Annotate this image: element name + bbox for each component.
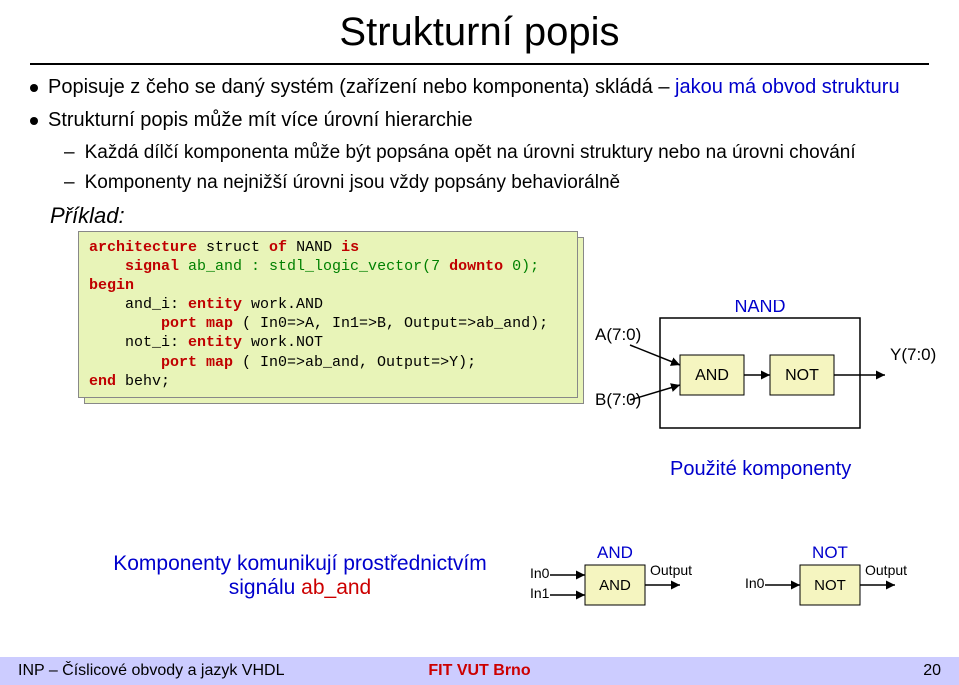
code-text: and_i: xyxy=(89,296,188,313)
code-text xyxy=(89,315,161,332)
bullet-1-text: Popisuje z čeho se daný systém (zařízení… xyxy=(48,75,900,100)
bullet-2: Strukturní popis může mít více úrovní hi… xyxy=(30,108,929,133)
and-in1-label: In1 xyxy=(530,585,550,601)
example-label: Příklad: xyxy=(50,203,929,229)
bullet-2b-text: Komponenty na nejnižší úrovni jsou vždy … xyxy=(85,171,621,195)
kw: downto xyxy=(449,258,503,275)
bullet-1-blue: jakou má obvod strukturu xyxy=(675,76,900,98)
code-text: ab_and : stdl_logic_vector(7 xyxy=(179,258,449,275)
dash-icon: – xyxy=(64,171,75,195)
code-text: work.NOT xyxy=(242,334,323,351)
slide-title: Strukturní popis xyxy=(0,0,959,55)
footer: INP – Číslicové obvody a jazyk VHDL FIT … xyxy=(0,657,959,685)
comm-line1: Komponenty komunikují prostřednictvím xyxy=(113,552,487,575)
code-text: work.AND xyxy=(242,296,323,313)
code-text: NAND xyxy=(287,239,341,256)
bullet-2b: – Komponenty na nejnižší úrovni jsou vžd… xyxy=(64,171,929,195)
communication-text: Komponenty komunikují prostřednictvím si… xyxy=(100,552,500,600)
and-in0-label: In0 xyxy=(530,565,550,581)
code-block: architecture struct of NAND is signal ab… xyxy=(78,231,578,399)
kw: entity xyxy=(188,296,242,313)
code-text: behv; xyxy=(116,373,170,390)
footer-right: 20 xyxy=(633,662,959,680)
bullet-1: Popisuje z čeho se daný systém (zařízení… xyxy=(30,75,929,100)
kw: entity xyxy=(188,334,242,351)
code-text: struct xyxy=(197,239,269,256)
code-box: architecture struct of NAND is signal ab… xyxy=(78,231,578,399)
kw: begin xyxy=(89,277,134,294)
kw: end xyxy=(89,373,116,390)
bullet-dot-icon xyxy=(30,117,38,125)
used-components-label: Použité komponenty xyxy=(670,458,851,480)
bullet-2a: – Každá dílčí komponenta může být popsán… xyxy=(64,141,929,165)
not-in0-label: In0 xyxy=(745,575,765,591)
code-text: 0); xyxy=(503,258,539,275)
comm-line2b: ab_and xyxy=(301,576,371,599)
diagram-svg: NAND AND NOT A(7:0) B(7:0) Y(7:0) Použit… xyxy=(590,300,940,530)
code-text: ( In0=>A, In1=>B, Output=>ab_and); xyxy=(233,315,548,332)
not-comp-label: NOT xyxy=(814,577,846,594)
a-arrow xyxy=(630,345,680,365)
footer-left: INP – Číslicové obvody a jazyk VHDL xyxy=(0,662,326,680)
footer-center: FIT VUT Brno xyxy=(326,662,634,680)
code-text xyxy=(89,258,125,275)
kw: signal xyxy=(125,258,179,275)
and-comp-label: AND xyxy=(599,577,631,594)
components-svg: AND AND In0 In1 Output NOT NOT In0 Outpu… xyxy=(530,540,950,630)
bullet-2a-text: Každá dílčí komponenta může být popsána … xyxy=(85,141,856,165)
slide: Strukturní popis Popisuje z čeho se daný… xyxy=(0,0,959,685)
code-text: not_i: xyxy=(89,334,188,351)
b-label: B(7:0) xyxy=(595,390,641,409)
code-text xyxy=(89,354,161,371)
code-text: ( In0=>ab_and, Output=>Y); xyxy=(233,354,476,371)
nand-diagram: NAND AND NOT A(7:0) B(7:0) Y(7:0) Použit… xyxy=(590,300,940,535)
bullet-1-pre: Popisuje z čeho se daný systém (zařízení… xyxy=(48,76,675,98)
comm-line2a: signálu xyxy=(229,576,301,599)
kw: port map xyxy=(161,315,233,332)
not-out-label: Output xyxy=(865,562,907,578)
nand-label: NAND xyxy=(734,300,785,316)
and-comp-title: AND xyxy=(597,543,633,562)
bullet-dot-icon xyxy=(30,84,38,92)
kw: architecture xyxy=(89,239,197,256)
a-label: A(7:0) xyxy=(595,325,641,344)
not-comp-title: NOT xyxy=(812,543,848,562)
kw: of xyxy=(269,239,287,256)
and-out-label: Output xyxy=(650,562,692,578)
not-box-label: NOT xyxy=(785,367,819,384)
bullet-2-text: Strukturní popis může mít více úrovní hi… xyxy=(48,108,473,133)
and-box-label: AND xyxy=(695,367,729,384)
kw: is xyxy=(341,239,359,256)
dash-icon: – xyxy=(64,141,75,165)
y-label: Y(7:0) xyxy=(890,345,936,364)
kw: port map xyxy=(161,354,233,371)
